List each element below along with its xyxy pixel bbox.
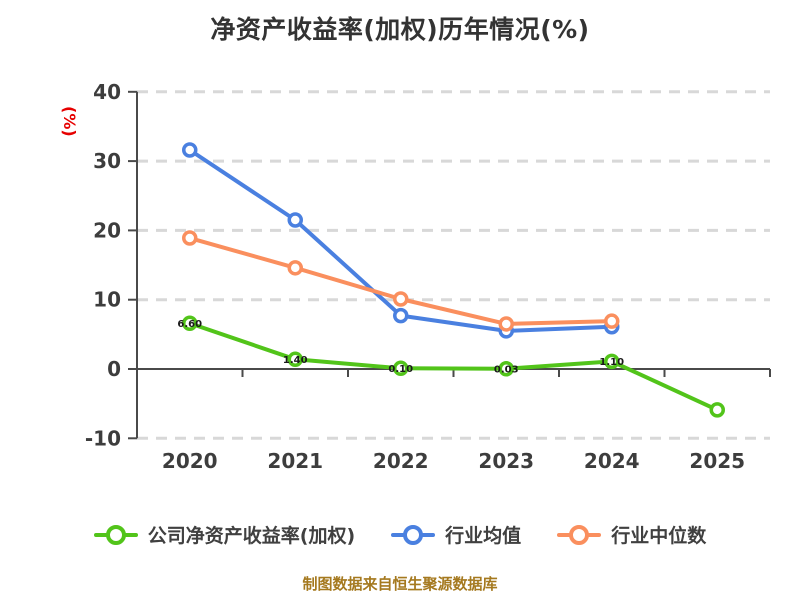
- data-point: [393, 360, 409, 377]
- x-tick-label: 2023: [478, 449, 534, 473]
- data-point: [498, 316, 514, 332]
- line-circle-marker-icon: [391, 524, 436, 545]
- x-tick-label: 2025: [689, 449, 745, 473]
- legend-item-label: 公司净资产收益率(加权): [147, 525, 356, 547]
- data-point: [604, 313, 620, 329]
- legend-item-industry-mean: 行业均值: [391, 521, 521, 548]
- point-value-label: 6.60: [177, 319, 202, 330]
- y-tick-label: 40: [93, 80, 121, 104]
- data-point: [604, 353, 620, 370]
- legend-item-industry-median: 行业中位数: [557, 521, 706, 548]
- y-tick-label: 10: [93, 288, 121, 312]
- line-circle-marker-icon: [557, 524, 602, 545]
- data-point: [287, 212, 303, 228]
- y-tick-label: -10: [85, 426, 121, 450]
- data-point: [182, 142, 198, 158]
- point-value-label: 1.40: [283, 355, 308, 366]
- y-tick-label: 30: [93, 149, 121, 173]
- point-value-label: 1.10: [599, 357, 624, 368]
- x-tick-label: 2021: [267, 449, 323, 473]
- y-tick-label: 20: [93, 218, 121, 242]
- data-point: [498, 361, 514, 377]
- data-point: [709, 402, 725, 418]
- point-value-label: 0.03: [494, 364, 519, 375]
- data-point: [287, 351, 303, 368]
- x-tick-label: 2020: [162, 449, 218, 473]
- x-tick-label: 2024: [584, 449, 640, 473]
- y-tick-label: 0: [107, 357, 121, 381]
- x-tick-label: 2022: [373, 449, 429, 473]
- point-value-label: 0.10: [388, 364, 413, 375]
- data-source-note: 制图数据来自恒生聚源数据库: [302, 575, 498, 593]
- legend-item-label: 行业均值: [445, 525, 522, 547]
- line-circle-marker-icon: [93, 524, 138, 545]
- series-line-0: [187, 321, 720, 412]
- y-axis-unit-label: (%): [60, 106, 79, 137]
- data-point: [287, 260, 303, 276]
- data-point: [393, 291, 409, 307]
- legend-item-company-roe: 公司净资产收益率(加权): [93, 521, 356, 548]
- data-point: [182, 315, 198, 332]
- legend: 公司净资产收益率(加权) 行业均值 行业中位数: [0, 521, 800, 548]
- legend-item-label: 行业中位数: [611, 525, 707, 547]
- data-point: [393, 307, 409, 324]
- data-point: [182, 230, 198, 246]
- chart-title: 净资产收益率(加权)历年情况(%): [210, 15, 590, 44]
